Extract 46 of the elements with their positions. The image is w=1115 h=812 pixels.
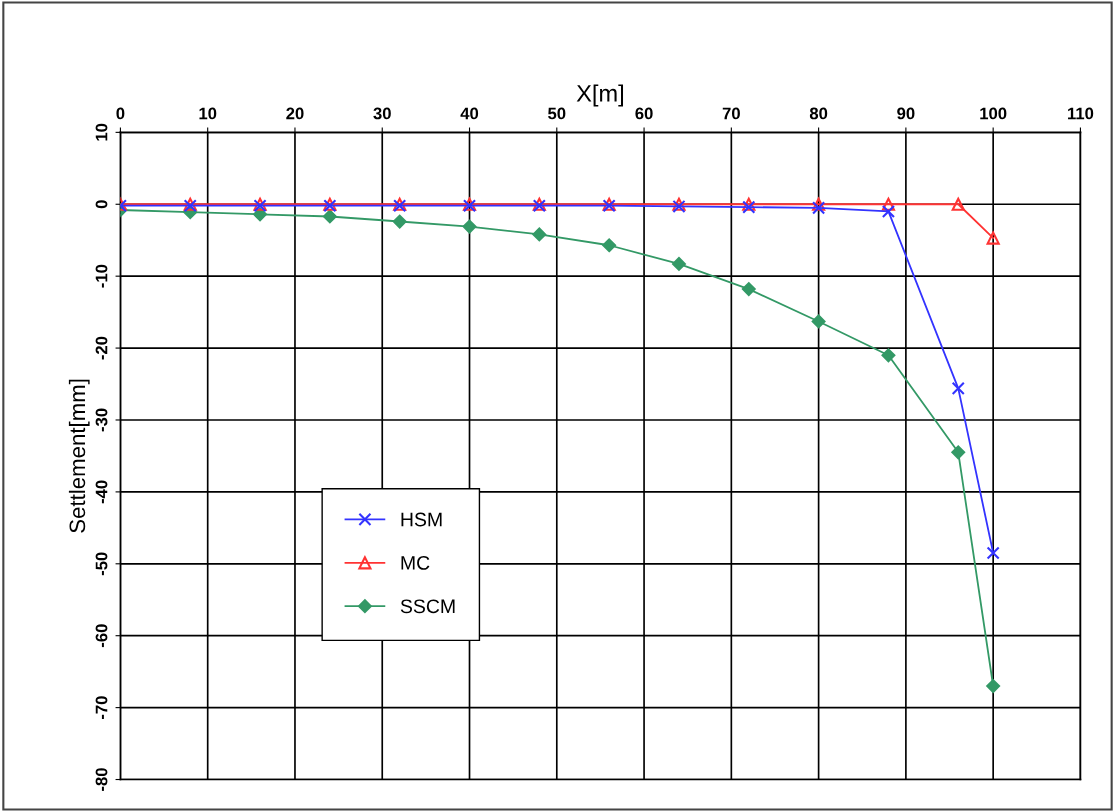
point [741, 282, 756, 297]
x-axis-title: X[m] [576, 84, 624, 107]
x-tick-label: 10 [199, 107, 217, 120]
x-tick-label: 20 [286, 107, 304, 120]
y-tick-label: -40 [95, 480, 108, 504]
point [812, 201, 826, 215]
x-tick-label: 110 [1068, 107, 1094, 120]
point [462, 219, 477, 234]
y-axis-title: Settlement[mm] [68, 379, 90, 533]
point [672, 257, 686, 271]
y-tick-label: 0 [95, 200, 108, 209]
y-tick-label: -30 [95, 408, 108, 432]
x-tick-label: 40 [460, 107, 479, 120]
x-tick-label: 90 [897, 107, 915, 120]
point [532, 227, 547, 242]
point [881, 197, 896, 211]
legend-label: SSCM [400, 599, 455, 614]
y-tick-label: -70 [95, 696, 108, 719]
point [951, 197, 965, 211]
y-tick-label: 10 [95, 123, 108, 141]
point [986, 546, 1000, 560]
x-tick-label: 60 [635, 107, 653, 120]
point [602, 238, 617, 253]
y-tick-label: -80 [95, 768, 108, 791]
x-tick-label: 0 [116, 107, 125, 120]
point [986, 679, 1001, 693]
point [881, 348, 896, 363]
point [951, 445, 966, 460]
point [322, 209, 337, 224]
point [392, 214, 407, 229]
point [951, 381, 965, 395]
y-tick-label: -10 [95, 264, 108, 288]
x-tick-label: 100 [980, 107, 1007, 120]
x-tick-label: 50 [548, 107, 566, 120]
y-tick-label: -50 [95, 552, 108, 576]
point [986, 231, 1000, 245]
x-tick-label: 70 [722, 107, 740, 120]
y-tick-label: -20 [95, 336, 108, 360]
point [812, 197, 826, 211]
legend-label: MC [401, 556, 430, 570]
point [881, 204, 896, 219]
point [811, 314, 826, 329]
legend-label: HSM [401, 512, 442, 527]
y-tick-label: -60 [95, 624, 108, 648]
x-tick-label: 30 [373, 107, 391, 120]
x-tick-label: 80 [809, 107, 828, 120]
